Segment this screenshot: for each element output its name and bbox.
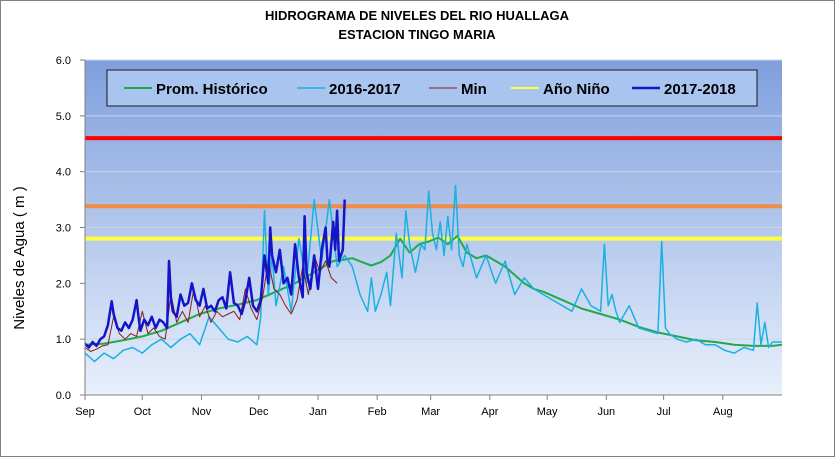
chart-subtitle: ESTACION TINGO MARIA [338,27,496,42]
legend-label: 2017-2018 [664,81,736,98]
x-tick-label: May [537,406,558,418]
chart-title: HIDROGRAMA DE NIVELES DEL RIO HUALLAGA [265,8,570,23]
series-line [85,254,338,352]
y-tick-label: 2.0 [56,278,71,290]
x-tick-label: Oct [134,406,151,418]
x-tick-label: Sep [75,406,95,418]
y-axis-label: Niveles de Agua ( m ) [11,186,28,329]
series-group [85,184,782,363]
legend-label: Año Niño [543,81,610,98]
legend-label: 2016-2017 [329,81,401,98]
x-tick-label: Nov [192,406,212,418]
y-tick-label: 1.0 [56,334,71,346]
axes: 0.0 1.0 2.0 3.0 4.0 5.0 6.0 Sep Oct Nov Dec Jan Feb M… [56,55,782,418]
series-line [85,184,782,363]
y-tick-label: 5.0 [56,111,71,123]
x-tick-label: Jan [309,406,327,418]
x-tick-label: Aug [713,406,733,418]
y-tick-label: 4.0 [56,167,71,179]
x-tick-label: Jun [597,406,615,418]
x-tick-label: Apr [481,406,498,418]
x-tick-label: Feb [368,406,387,418]
legend: Prom. Histórico 2016-2017 Min Año Niño 2017-… [106,69,758,107]
y-tick-label: 0.0 [56,390,71,402]
x-tick-label: Jul [657,406,671,418]
y-tick-label: 3.0 [56,223,71,235]
legend-label: Min [461,81,487,98]
series-line [85,199,346,349]
legend-label: Prom. Histórico [156,81,268,98]
x-tick-label: Mar [421,406,440,418]
x-tick-label: Dec [249,406,269,418]
y-tick-label: 6.0 [56,55,71,67]
